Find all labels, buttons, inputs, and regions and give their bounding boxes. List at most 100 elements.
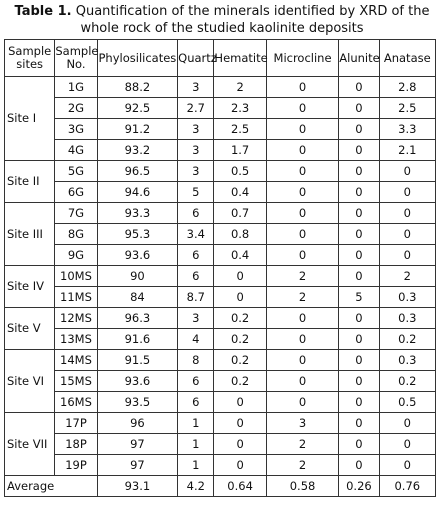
value-cell: 0: [338, 223, 380, 245]
column-header: Microcline: [265, 39, 340, 77]
column-header: Alunite: [338, 39, 380, 77]
sample-cell: 10MS: [54, 265, 98, 287]
table-row: 15MS 93.6 6 0.2 0 0 0.2: [5, 370, 437, 392]
caption-label: Table 1.: [14, 4, 72, 19]
column-header: Anatase: [378, 39, 437, 77]
value-cell: 6: [177, 265, 215, 287]
column-header: Hematite: [213, 39, 268, 77]
value-cell: 0.2: [213, 349, 267, 371]
value-cell: 0: [338, 181, 380, 203]
site-cell: Site IV: [3, 265, 56, 308]
value-cell: 97: [96, 454, 179, 476]
value-cell: 0: [378, 202, 437, 224]
value-cell: 96.5: [96, 160, 179, 182]
value-cell: 0: [338, 391, 380, 413]
value-cell: 3: [177, 118, 215, 140]
value-cell: 0: [338, 160, 380, 182]
value-cell: 0.3: [378, 349, 437, 371]
average-label: Average: [4, 475, 98, 497]
table-row: 19P 97 1 0 2 0 0: [5, 454, 437, 476]
value-cell: 94.6: [96, 181, 179, 203]
value-cell: 90: [96, 265, 179, 287]
value-cell: 2.5: [213, 118, 267, 140]
value-cell: 0: [213, 391, 267, 413]
site-cell: Site V: [3, 307, 56, 350]
value-cell: 0: [338, 349, 380, 371]
value-cell: 2.7: [177, 97, 215, 119]
page-body: Table 1. Quantification of the minerals …: [0, 3, 444, 512]
value-cell: 93.2: [96, 139, 179, 161]
table-row: Site II 5G 96.5 3 0.5 0 0 0: [3, 160, 437, 203]
value-cell: 5: [338, 286, 380, 308]
average-cell: 93.1: [96, 475, 179, 497]
value-cell: 2: [378, 265, 437, 287]
value-cell: 0: [378, 412, 437, 434]
sample-cell: 2G: [54, 97, 98, 119]
value-cell: 0: [265, 370, 340, 392]
value-cell: 0: [378, 160, 437, 182]
value-cell: 0: [265, 307, 340, 329]
value-cell: 3.4: [177, 223, 215, 245]
value-cell: 0.4: [213, 181, 267, 203]
value-cell: 0: [213, 265, 267, 287]
value-cell: 0: [213, 412, 267, 434]
column-header: Quartz: [177, 39, 217, 77]
value-cell: 8: [177, 349, 215, 371]
site-cell: Site I: [3, 76, 56, 161]
site-cell: Site III: [3, 202, 56, 266]
sample-cell: 8G: [54, 223, 98, 245]
column-header: Phylosilicates: [96, 39, 179, 77]
sample-cell: 7G: [54, 202, 98, 224]
value-cell: 96: [96, 412, 179, 434]
table-row: 4G 93.2 3 1.7 0 0 2.1: [5, 139, 437, 161]
value-cell: 1.7: [213, 139, 267, 161]
value-cell: 4: [177, 328, 215, 350]
value-cell: 0: [378, 181, 437, 203]
sample-cell: 4G: [54, 139, 98, 161]
value-cell: 95.3: [96, 223, 179, 245]
sample-cell: 15MS: [54, 370, 98, 392]
value-cell: 97: [96, 433, 179, 455]
value-cell: 0: [213, 454, 267, 476]
value-cell: 0: [338, 412, 380, 434]
sample-cell: 1G: [54, 76, 98, 98]
value-cell: 2.3: [213, 97, 267, 119]
value-cell: 96.3: [96, 307, 179, 329]
value-cell: 93.6: [96, 244, 179, 266]
site-cell: Site VII: [3, 412, 56, 476]
value-cell: 0.3: [378, 307, 437, 329]
table-row: 2G 92.5 2.7 2.3 0 0 2.5: [5, 97, 437, 119]
value-cell: 3.3: [378, 118, 437, 140]
value-cell: 0: [265, 76, 340, 98]
table-row: 16MS 93.5 6 0 0 0 0.5: [5, 391, 437, 413]
table-row: Site VII 17P 96 1 0 3 0 0: [3, 412, 437, 476]
value-cell: 1: [177, 454, 215, 476]
value-cell: 3: [177, 139, 215, 161]
table: Sample sites Sample No. Phylosilicates Quar…: [3, 39, 437, 497]
value-cell: 0: [265, 349, 340, 371]
table-row: 8G 95.3 3.4 0.8 0 0 0: [5, 223, 437, 245]
column-header: Sample sites: [3, 39, 56, 77]
value-cell: 0.2: [378, 328, 437, 350]
value-cell: 0: [378, 244, 437, 266]
value-cell: 0.2: [213, 328, 267, 350]
value-cell: 0: [378, 433, 437, 455]
value-cell: 3: [177, 307, 215, 329]
table-row: Site VI 14MS 91.5 8 0.2 0 0 0.3: [3, 349, 437, 413]
value-cell: 0: [338, 244, 380, 266]
value-cell: 93.5: [96, 391, 179, 413]
value-cell: 0: [265, 244, 340, 266]
table-row: Site V 12MS 96.3 3 0.2 0 0 0.3: [3, 307, 437, 350]
table-row: 9G 93.6 6 0.4 0 0 0: [5, 244, 437, 266]
value-cell: 2.8: [378, 76, 437, 98]
value-cell: 2.5: [378, 97, 437, 119]
sample-cell: 5G: [54, 160, 98, 182]
value-cell: 2: [265, 454, 340, 476]
table-row: Site I 1G 88.2 3 2 0 0 2.8: [3, 76, 437, 161]
average-cell: 0.26: [338, 475, 380, 497]
value-cell: 0: [338, 97, 380, 119]
table-row: 6G 94.6 5 0.4 0 0 0: [5, 181, 437, 203]
value-cell: 0: [265, 391, 340, 413]
header-row: Sample sites Sample No. Phylosilicates Quar…: [3, 39, 437, 77]
